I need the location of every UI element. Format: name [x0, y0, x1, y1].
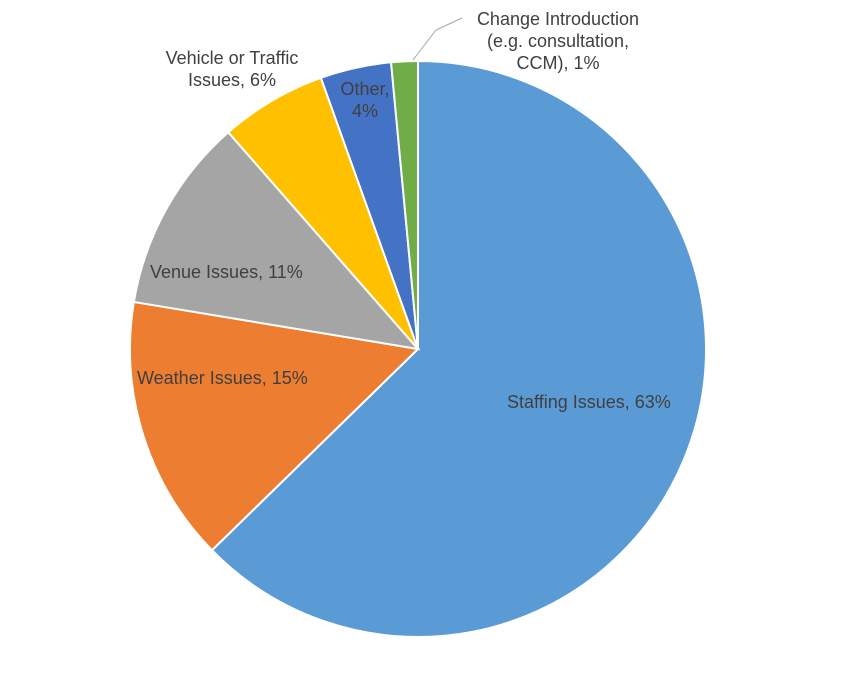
pie-slice-weather-issues	[129, 300, 421, 552]
pie-slices	[129, 59, 707, 638]
leader-lines	[412, 17, 463, 61]
slice-label-change-introduction-e-g-consultation-ccm: Change Introduction (e.g. consultation, CC…	[477, 9, 639, 73]
slice-label-weather-issues: Weather Issues, 15%	[137, 368, 308, 388]
pie-slice-change-introduction-e-g-consultation-ccm	[389, 59, 419, 350]
slice-label-venue-issues: Venue Issues, 11%	[150, 262, 303, 282]
leader-line-change-introduction-e-g-consultation-ccm	[412, 17, 463, 61]
pie-slice-staffing-issues	[210, 59, 707, 638]
slice-label-staffing-issues: Staffing Issues, 63%	[507, 392, 671, 412]
slice-label-other: Other, 4%	[340, 79, 389, 121]
pie-slice-venue-issues	[132, 130, 421, 351]
slice-labels: Staffing Issues, 63% Weather Issues, 15% V…	[137, 9, 671, 412]
slice-label-vehicle-or-traffic-issues: Vehicle or Traffic Issues, 6%	[166, 48, 299, 90]
